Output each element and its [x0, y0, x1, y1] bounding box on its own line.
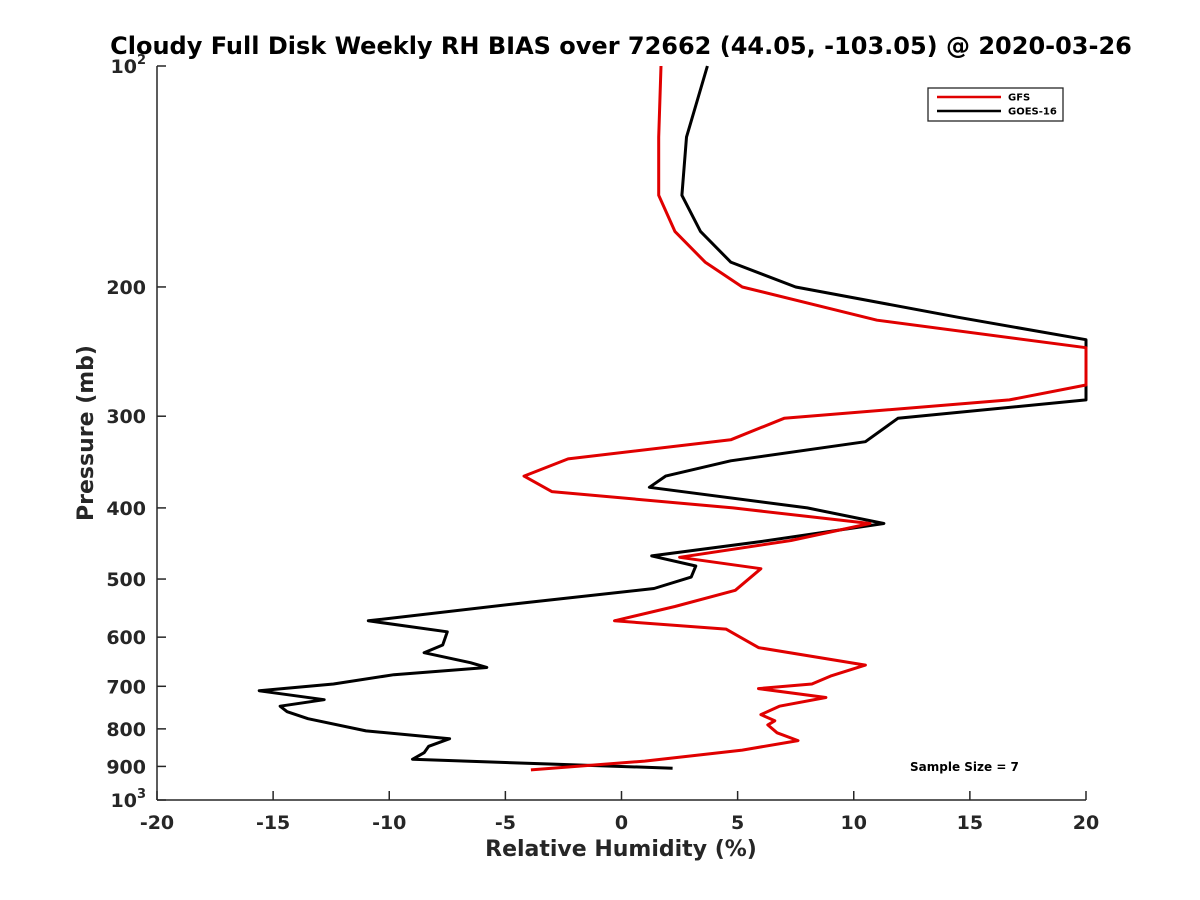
x-tick-label: 20	[1073, 812, 1099, 834]
y-tick-label: 102	[111, 53, 147, 78]
x-ticks: -20 -15 -10 -5 0 5 10 15 20	[140, 791, 1099, 834]
chart-title: Cloudy Full Disk Weekly RH BIAS over 726…	[110, 32, 1132, 60]
plot-area: -20 -15 -10 -5 0 5 10 15 20 102 200 300 400 500 600 70…	[106, 53, 1099, 834]
series-layer	[257, 65, 1088, 772]
y-tick-label: 200	[106, 277, 146, 299]
y-tick-label: 900	[106, 756, 146, 778]
x-tick-label: -15	[256, 812, 290, 834]
x-tick-label: 5	[731, 812, 744, 834]
x-tick-label: 0	[615, 812, 628, 834]
x-tick-label: 10	[841, 812, 867, 834]
y-tick-label: 600	[106, 627, 146, 649]
x-axis-label: Relative Humidity (%)	[485, 837, 757, 862]
x-tick-label: 15	[957, 812, 983, 834]
y-ticks: 102 200 300 400 500 600 700 800 900 103	[106, 53, 166, 812]
y-axis-label: Pressure (mb)	[74, 345, 99, 521]
legend-label-goes-16: GOES-16	[1008, 107, 1057, 118]
y-tick-label: 700	[106, 676, 146, 698]
y-tick-label: 500	[106, 569, 146, 591]
x-tick-label: -10	[372, 812, 406, 834]
sample-size-annotation: Sample Size = 7	[910, 760, 1019, 774]
series-line-goes-16	[257, 65, 1088, 770]
y-tick-label: 800	[106, 719, 146, 741]
legend-box	[927, 87, 1064, 122]
y-tick-label: 400	[106, 498, 146, 520]
legend[interactable]: GFS GOES-16	[927, 87, 1064, 122]
x-tick-label: -20	[140, 812, 174, 834]
legend-label-gfs: GFS	[1008, 93, 1030, 104]
x-tick-label: -5	[495, 812, 516, 834]
y-tick-label: 300	[106, 406, 146, 428]
y-tick-label: 103	[111, 787, 147, 812]
series-line-gfs	[522, 65, 1088, 772]
